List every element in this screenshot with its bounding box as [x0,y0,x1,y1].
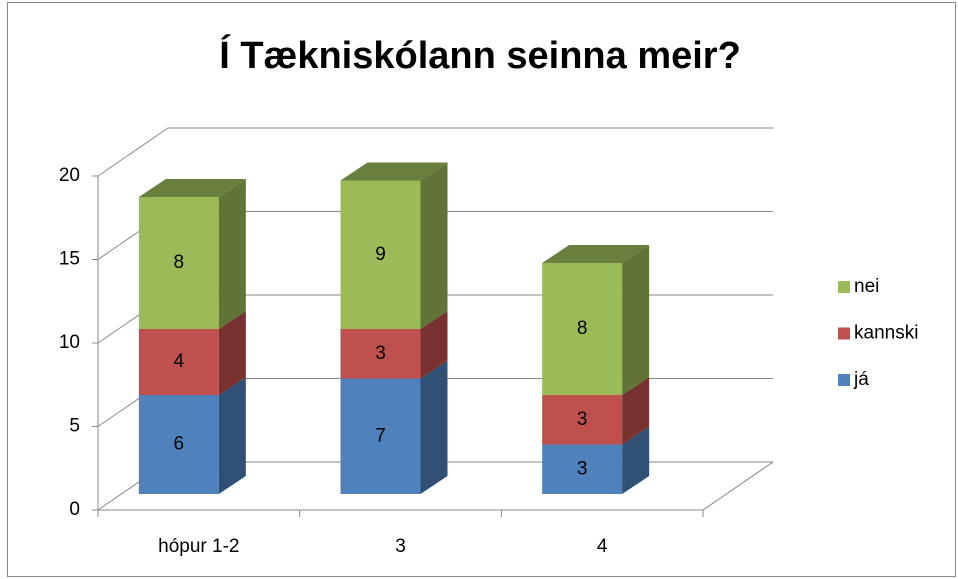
data-label: 7 [375,425,386,446]
bar-side [622,245,650,396]
data-label: 3 [577,458,588,479]
bar-top [340,162,448,181]
bar-top [138,179,246,198]
grid-line [97,127,773,177]
bar-segment [340,360,448,494]
bar-front [542,444,623,494]
y-tick-label: 20 [59,165,80,186]
bar-front [340,329,421,379]
bar-top [542,245,650,264]
data-label: 8 [577,318,588,339]
bar-front [340,180,421,330]
data-label: 6 [174,434,185,455]
data-label: 3 [577,409,588,430]
bar-side [420,360,448,494]
bar-side [218,311,246,396]
data-label: 8 [174,252,185,273]
y-tick-label: 0 [69,499,80,520]
legend-swatch [838,327,850,340]
x-tick-label: 4 [597,536,608,557]
bar-front [340,378,421,494]
bar-side [218,179,246,330]
legend-label: kannski [854,323,918,344]
floor-edge [702,461,774,511]
bar-front [138,395,219,494]
y-tick-label: 15 [59,249,80,270]
x-tick-label: 3 [395,536,406,557]
y-tick-label: 10 [59,332,80,353]
bar-side [420,162,448,330]
bar-front [542,395,623,445]
bar-segment [340,311,448,379]
bar-segment [542,377,650,445]
bar-front [542,263,623,396]
bar-segment [138,179,246,330]
bar-front [138,197,219,330]
legend-label: nei [854,276,879,297]
bar-segment [542,426,650,494]
bar-side [622,377,650,445]
data-label: 3 [375,343,386,364]
bar-side [218,377,246,494]
bar-segment [340,162,448,330]
legend-swatch [838,374,850,386]
chart-title: Í Tækniskólann seinna meir? [219,33,741,77]
bar-segment [138,377,246,494]
legend-label: já [853,369,869,390]
bar-segment [138,311,246,396]
data-label: 4 [174,351,185,372]
data-label: 9 [375,244,386,265]
x-tick-label: hópur 1-2 [158,536,239,557]
legend-swatch [838,281,850,293]
bar-side [622,426,650,494]
bar-segment [542,245,650,396]
bar-front [138,329,219,396]
bar-side [420,311,448,379]
y-tick-label: 5 [69,416,80,437]
